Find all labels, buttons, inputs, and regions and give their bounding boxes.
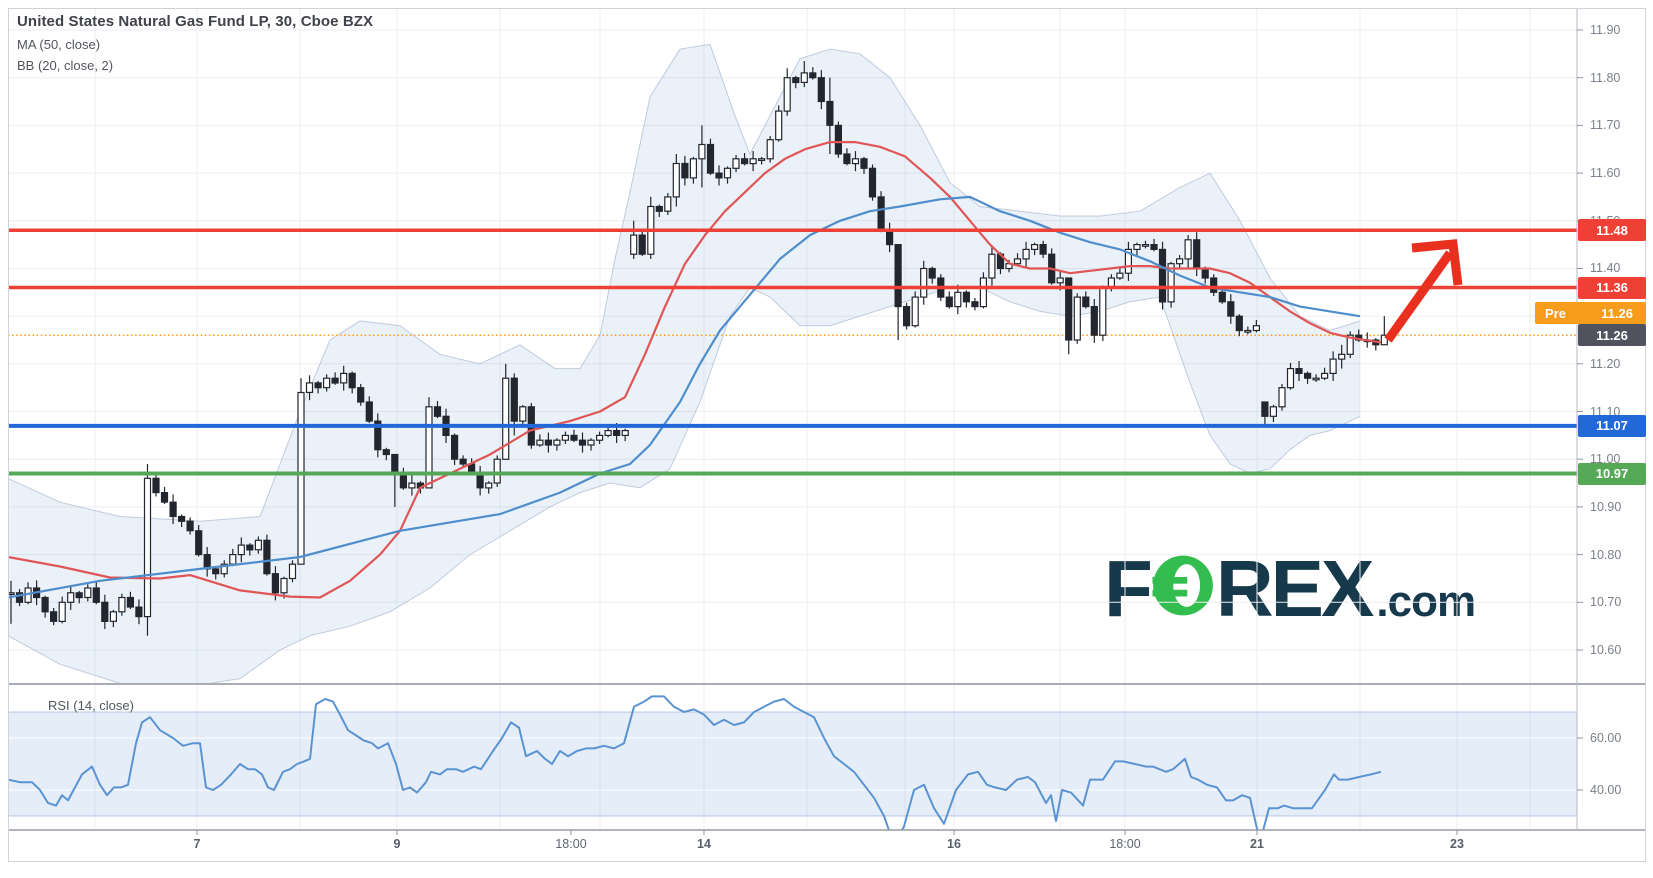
premarket-value: 11.26 [1601,305,1633,321]
support-resistance-lines[interactable] [8,228,1577,476]
rsi-tick-label: 40.00 [1590,783,1622,797]
bb-indicator-label: BB (20, close, 2) [17,58,114,73]
price-tick-label: 11.90 [1590,23,1621,37]
time-tick-label: 9 [393,837,401,851]
axis-tick-marks [196,29,1583,835]
rsi-band [8,711,1577,817]
bollinger-band [8,43,1361,684]
forex-logo: F REX .com [1104,544,1476,633]
price-level-badge-1136: 11.36 [1578,276,1646,299]
symbol-title: United States Natural Gas Fund LP, 30, C… [17,13,374,30]
time-tick-label: 14 [697,837,711,851]
price-tick-label: 11.80 [1590,70,1621,85]
forex-logo-com: .com [1376,577,1476,626]
rsi-tick-label: 60.00 [1590,731,1622,745]
price-tick-label: 11.20 [1590,356,1621,371]
trend-arrow-annotation[interactable] [1384,239,1463,343]
price-level-badge-1107: 11.07 [1578,414,1646,437]
time-tick-label: 18:00 [1109,837,1141,851]
forex-logo-o-icon [1152,555,1213,616]
time-tick-label: 23 [1450,837,1464,851]
price-level-badge-1097: 10.97 [1578,462,1646,485]
last-price-badge: 11.26 [1578,324,1646,347]
price-tick-label: 10.80 [1590,547,1622,562]
premarket-price-badge: Pre 11.26 [1535,302,1646,324]
time-tick-label: 18:00 [555,837,587,851]
forex-logo-rex: REX [1215,544,1374,633]
price-tick-label: 11.70 [1590,118,1621,133]
candlestick-series [8,61,1388,636]
rsi-line [8,695,1382,830]
time-tick-label: 7 [193,837,201,851]
price-tick-label: 10.60 [1590,643,1622,657]
price-level-badge-1148: 11.48 [1578,219,1646,242]
price-tick-label: 11.60 [1590,166,1621,181]
forex-logo-f: F [1104,544,1153,633]
rsi-indicator-label: RSI (14, close) [48,698,134,713]
price-tick-label: 11.40 [1590,261,1621,276]
time-tick-label: 21 [1250,837,1264,851]
ma-indicator-label: MA (50, close) [17,37,101,52]
price-tick-label: 10.70 [1590,595,1622,610]
moving-average-lines [8,141,1382,599]
time-tick-label: 16 [947,837,961,851]
price-tick-label: 10.90 [1590,499,1622,514]
premarket-label: Pre [1545,305,1566,321]
